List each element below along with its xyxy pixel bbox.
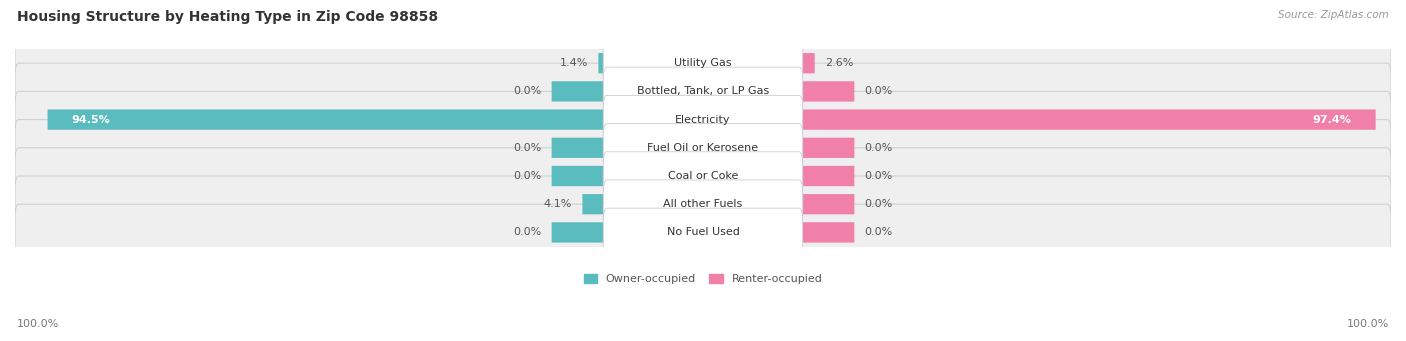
FancyBboxPatch shape — [15, 176, 1391, 233]
FancyBboxPatch shape — [599, 53, 606, 73]
Text: 2.6%: 2.6% — [825, 58, 853, 68]
Text: Utility Gas: Utility Gas — [675, 58, 731, 68]
FancyBboxPatch shape — [603, 180, 803, 228]
FancyBboxPatch shape — [800, 194, 855, 214]
FancyBboxPatch shape — [603, 152, 803, 200]
Text: 0.0%: 0.0% — [865, 227, 893, 237]
Text: No Fuel Used: No Fuel Used — [666, 227, 740, 237]
Text: 0.0%: 0.0% — [865, 86, 893, 97]
Legend: Owner-occupied, Renter-occupied: Owner-occupied, Renter-occupied — [583, 274, 823, 284]
Text: Fuel Oil or Kerosene: Fuel Oil or Kerosene — [647, 143, 759, 153]
FancyBboxPatch shape — [48, 109, 606, 130]
Text: 0.0%: 0.0% — [513, 227, 541, 237]
Text: 0.0%: 0.0% — [865, 199, 893, 209]
FancyBboxPatch shape — [603, 39, 803, 87]
FancyBboxPatch shape — [603, 123, 803, 172]
Text: Housing Structure by Heating Type in Zip Code 98858: Housing Structure by Heating Type in Zip… — [17, 10, 439, 24]
Text: All other Fuels: All other Fuels — [664, 199, 742, 209]
Text: 0.0%: 0.0% — [865, 143, 893, 153]
FancyBboxPatch shape — [603, 67, 803, 116]
Text: 0.0%: 0.0% — [513, 143, 541, 153]
FancyBboxPatch shape — [15, 148, 1391, 204]
FancyBboxPatch shape — [15, 120, 1391, 176]
FancyBboxPatch shape — [800, 53, 814, 73]
Text: 94.5%: 94.5% — [72, 115, 111, 124]
FancyBboxPatch shape — [551, 81, 606, 102]
Text: 1.4%: 1.4% — [560, 58, 588, 68]
FancyBboxPatch shape — [15, 63, 1391, 120]
Text: 0.0%: 0.0% — [513, 171, 541, 181]
FancyBboxPatch shape — [603, 208, 803, 257]
Text: 0.0%: 0.0% — [513, 86, 541, 97]
FancyBboxPatch shape — [800, 166, 855, 186]
FancyBboxPatch shape — [15, 91, 1391, 148]
Text: 97.4%: 97.4% — [1313, 115, 1351, 124]
FancyBboxPatch shape — [15, 35, 1391, 91]
Text: Bottled, Tank, or LP Gas: Bottled, Tank, or LP Gas — [637, 86, 769, 97]
Text: 100.0%: 100.0% — [17, 319, 59, 329]
FancyBboxPatch shape — [551, 138, 606, 158]
FancyBboxPatch shape — [800, 138, 855, 158]
FancyBboxPatch shape — [800, 81, 855, 102]
Text: Source: ZipAtlas.com: Source: ZipAtlas.com — [1278, 10, 1389, 20]
FancyBboxPatch shape — [800, 222, 855, 242]
FancyBboxPatch shape — [582, 194, 606, 214]
FancyBboxPatch shape — [603, 95, 803, 144]
Text: 100.0%: 100.0% — [1347, 319, 1389, 329]
FancyBboxPatch shape — [551, 166, 606, 186]
FancyBboxPatch shape — [800, 109, 1375, 130]
FancyBboxPatch shape — [15, 204, 1391, 261]
FancyBboxPatch shape — [551, 222, 606, 242]
Text: Electricity: Electricity — [675, 115, 731, 124]
Text: Coal or Coke: Coal or Coke — [668, 171, 738, 181]
Text: 4.1%: 4.1% — [544, 199, 572, 209]
Text: 0.0%: 0.0% — [865, 171, 893, 181]
